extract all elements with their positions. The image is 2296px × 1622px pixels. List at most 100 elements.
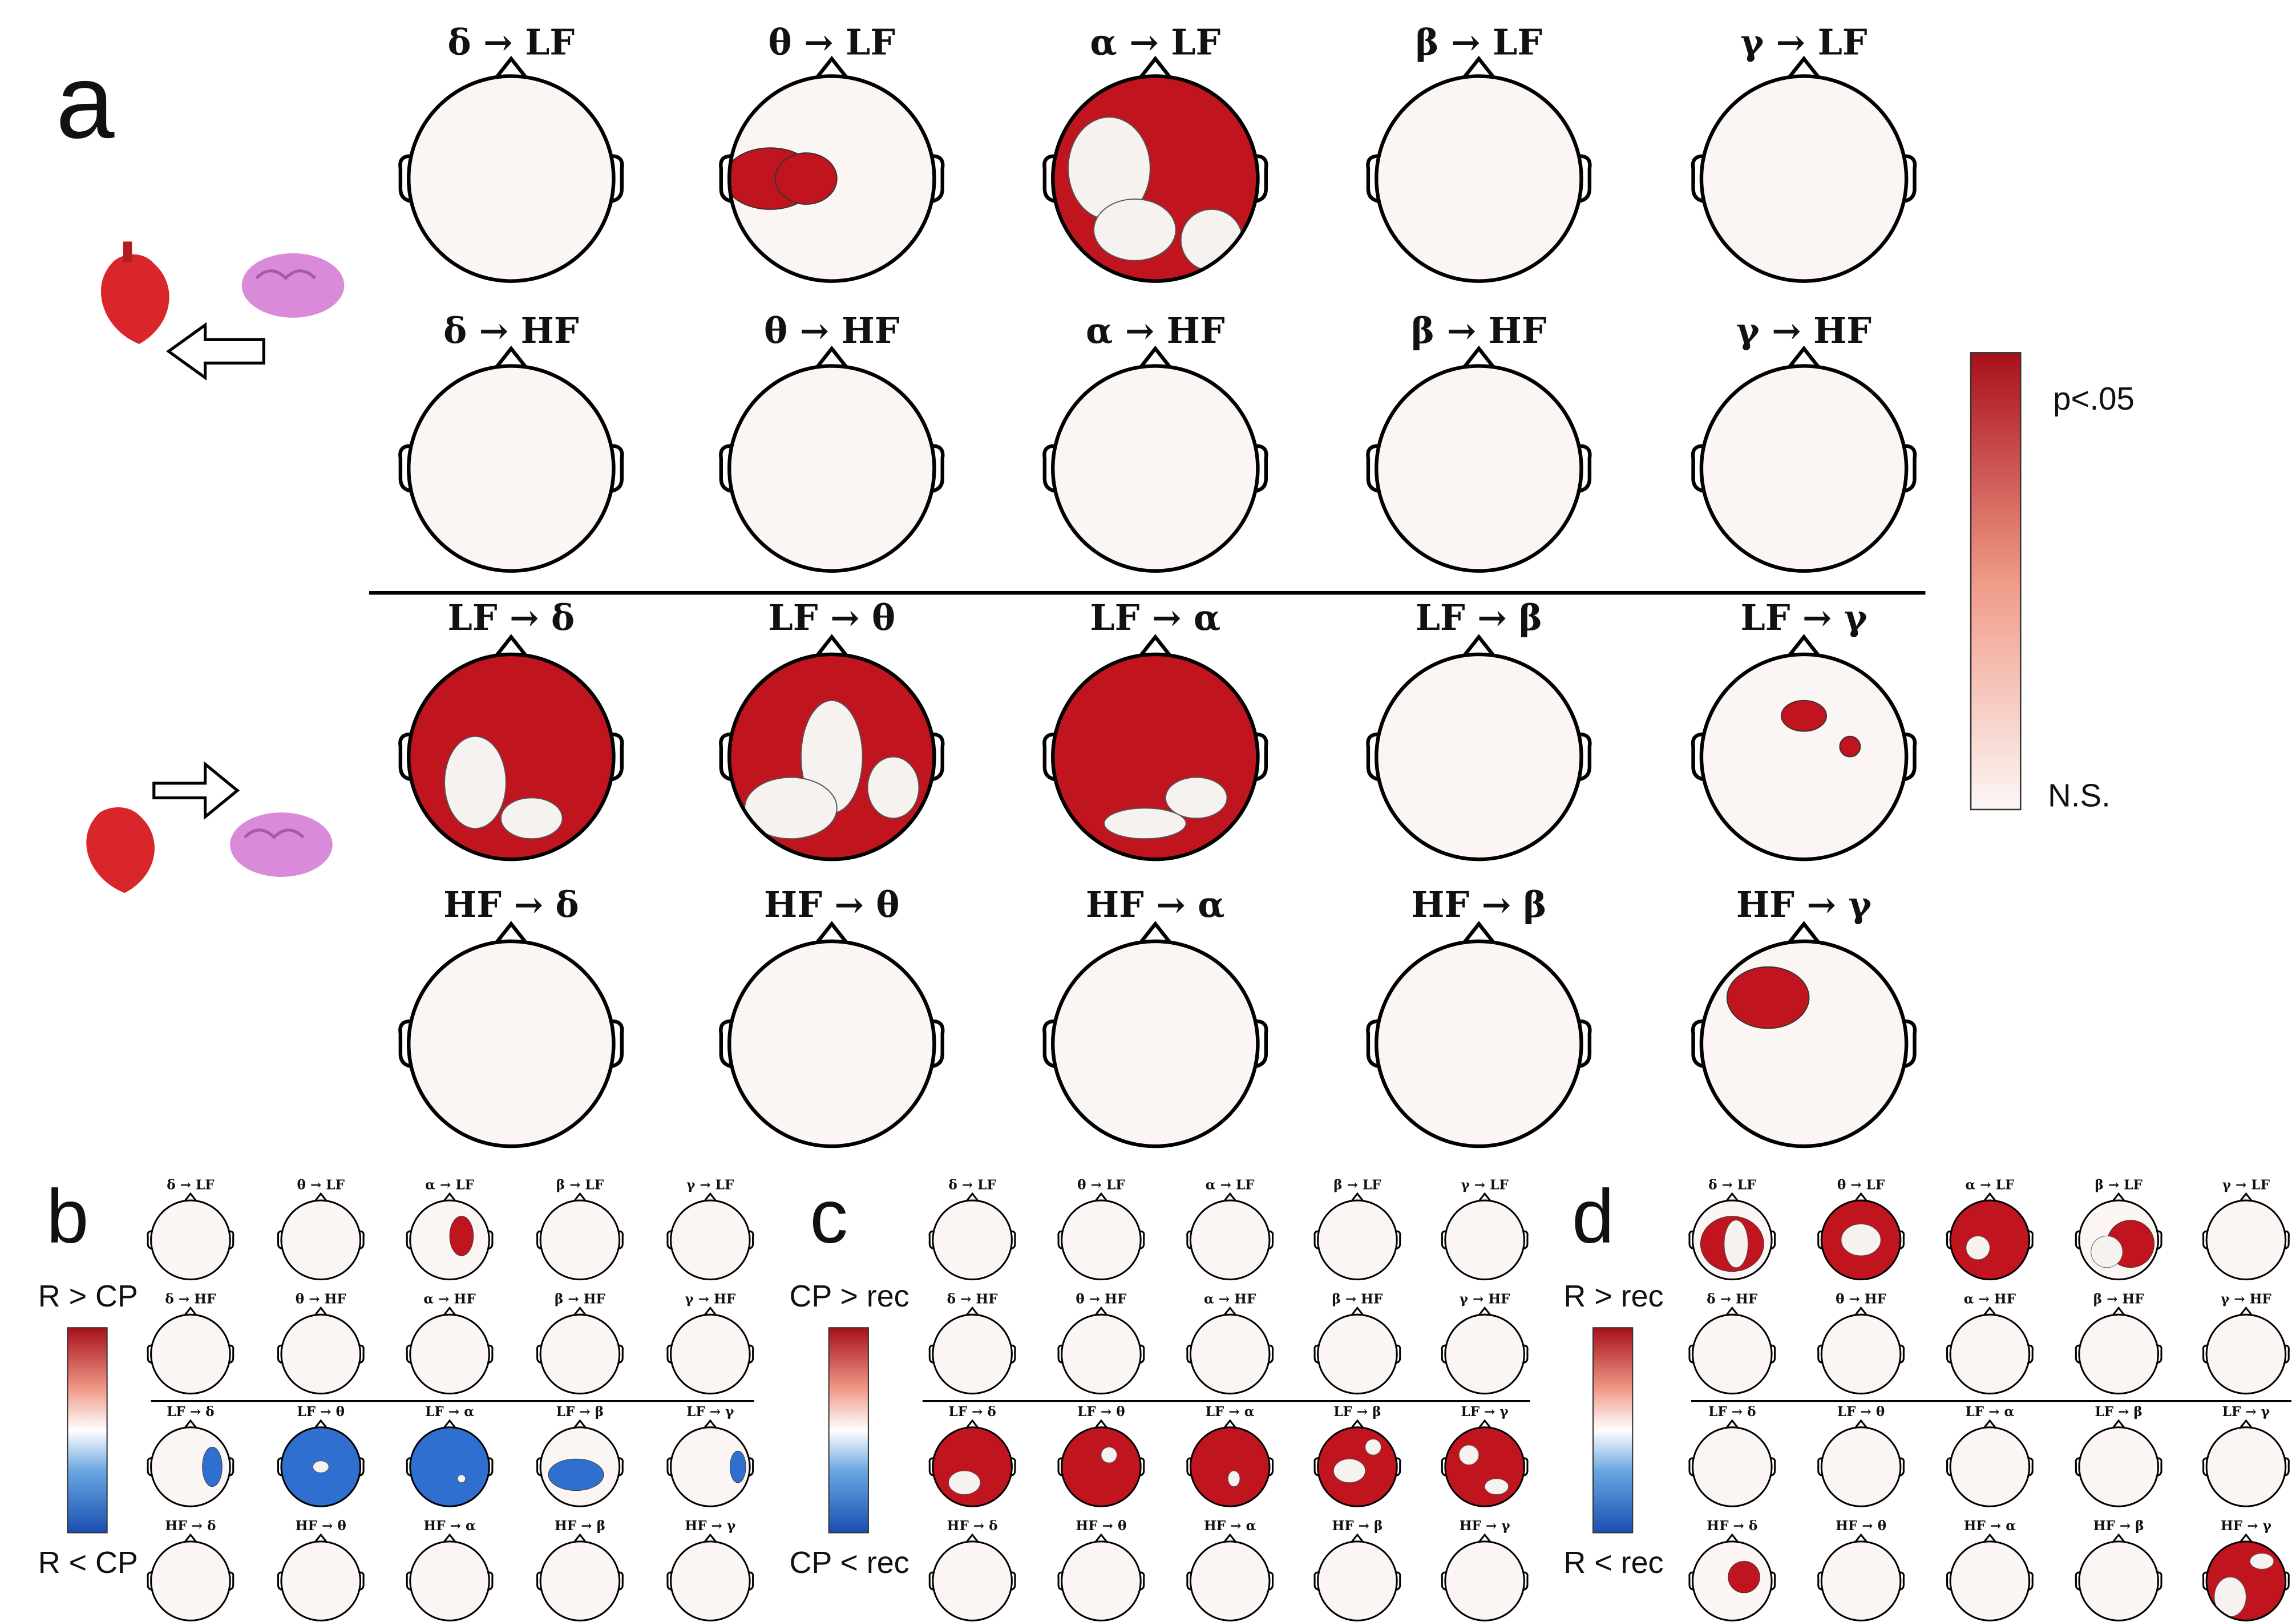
non-significant-area bbox=[1484, 1478, 1509, 1495]
colorbar bbox=[67, 1327, 108, 1534]
non-significant-area bbox=[948, 1470, 981, 1495]
head-map bbox=[719, 634, 945, 861]
head-outline bbox=[1699, 652, 1909, 861]
head-map bbox=[666, 1192, 754, 1281]
map-title: LF → β bbox=[1416, 597, 1542, 638]
head-nose bbox=[2112, 1419, 2125, 1429]
head-outline bbox=[1821, 1541, 1901, 1621]
head-outline bbox=[150, 1313, 231, 1395]
map-title: LF → γ bbox=[1740, 597, 1867, 638]
activation-blob bbox=[729, 1450, 746, 1483]
head-nose bbox=[1983, 1306, 1996, 1316]
head-outline bbox=[150, 1540, 231, 1621]
map-title: θ → HF bbox=[764, 310, 899, 351]
head-nose bbox=[2239, 1419, 2253, 1429]
head-outline bbox=[1445, 1314, 1525, 1394]
head-nose bbox=[184, 1306, 197, 1316]
activation-blob bbox=[1781, 699, 1827, 732]
head-outline bbox=[150, 1426, 231, 1507]
head-nose bbox=[965, 1306, 979, 1316]
panel-letter: c bbox=[810, 1174, 848, 1259]
head-map bbox=[1057, 1419, 1145, 1507]
head-map bbox=[1366, 634, 1592, 861]
map-title: δ → HF bbox=[165, 1292, 216, 1307]
head-outline bbox=[2078, 1426, 2159, 1507]
head-nose bbox=[1787, 921, 1821, 945]
map-title: δ → HF bbox=[947, 1292, 999, 1307]
head-outline bbox=[1061, 1426, 1142, 1507]
head-nose bbox=[1462, 634, 1496, 658]
head-nose bbox=[1351, 1192, 1364, 1202]
head-outline bbox=[409, 366, 614, 571]
activation-blob bbox=[449, 1216, 474, 1256]
map-title: α → LF bbox=[425, 1177, 474, 1192]
head-outline bbox=[1950, 1314, 2030, 1394]
map-title: β → HF bbox=[555, 1292, 606, 1307]
map-title: LF → δ bbox=[448, 597, 575, 638]
activation bbox=[2091, 1220, 2154, 1268]
head-outline bbox=[410, 1314, 490, 1394]
head-map bbox=[1946, 1192, 2034, 1281]
head-outline bbox=[1949, 1426, 2031, 1507]
head-map bbox=[277, 1306, 365, 1395]
non-significant-area bbox=[312, 1461, 329, 1473]
head-map bbox=[147, 1533, 235, 1621]
non-significant-area bbox=[867, 756, 920, 819]
colorbar-label: N.S. bbox=[2048, 777, 2111, 813]
head-nose bbox=[1787, 634, 1821, 658]
map-title: δ → HF bbox=[443, 310, 579, 351]
head-nose bbox=[1094, 1192, 1108, 1202]
map-title: LF → β bbox=[1333, 1404, 1381, 1419]
head-nose bbox=[443, 1306, 456, 1316]
head-map bbox=[2202, 1192, 2290, 1281]
head-nose bbox=[2112, 1533, 2125, 1543]
head-outline bbox=[1061, 1540, 1142, 1621]
activation-blob bbox=[1839, 735, 1861, 758]
head-outline bbox=[539, 1426, 621, 1507]
non-significant-area bbox=[444, 735, 507, 830]
head-nose bbox=[1138, 921, 1173, 945]
head-nose bbox=[184, 1533, 197, 1543]
activation-blob bbox=[775, 152, 838, 205]
head-map bbox=[1817, 1306, 1905, 1395]
head-map bbox=[1441, 1306, 1529, 1395]
activation-blob bbox=[1190, 1427, 1270, 1507]
panel-letter: d bbox=[1572, 1174, 1614, 1259]
colorbar-label: R > CP bbox=[38, 1279, 138, 1313]
head-outline bbox=[1949, 1199, 2031, 1281]
head-nose bbox=[815, 634, 849, 658]
head-map bbox=[666, 1306, 754, 1395]
map-title: γ → HF bbox=[1736, 310, 1871, 351]
head-nose bbox=[1787, 345, 1821, 370]
head-nose bbox=[1094, 1306, 1108, 1316]
head-nose bbox=[1351, 1419, 1364, 1429]
head-outline bbox=[1061, 1314, 1141, 1394]
head-outline bbox=[1444, 1199, 1525, 1281]
head-outline bbox=[1051, 74, 1260, 283]
head-outline bbox=[1317, 1314, 1397, 1394]
head-outline bbox=[1317, 1541, 1397, 1621]
head-outline bbox=[727, 939, 936, 1148]
head-outline bbox=[669, 1426, 751, 1507]
map-title: γ → LF bbox=[2222, 1177, 2270, 1192]
head-nose bbox=[1478, 1419, 1491, 1429]
head-outline bbox=[2206, 1314, 2286, 1394]
head-nose bbox=[1462, 55, 1496, 80]
head-map bbox=[536, 1533, 624, 1621]
map-title: HF → δ bbox=[443, 884, 579, 925]
map-title: LF → θ bbox=[297, 1404, 345, 1419]
non-significant-area bbox=[1165, 776, 1228, 819]
head-nose bbox=[494, 55, 528, 80]
map-title: HF → θ bbox=[1836, 1518, 1886, 1534]
colorbar-label: CP < rec bbox=[790, 1546, 909, 1580]
head-nose bbox=[1983, 1192, 1996, 1202]
non-significant-area bbox=[1333, 1458, 1366, 1483]
map-title: δ → LF bbox=[1708, 1177, 1756, 1192]
head-nose bbox=[1983, 1533, 1996, 1543]
head-outline bbox=[670, 1200, 750, 1280]
head-outline bbox=[2205, 1426, 2287, 1507]
head-outline bbox=[1699, 364, 1909, 573]
head-outline bbox=[281, 1314, 361, 1394]
colorbar-label: R < CP bbox=[38, 1546, 138, 1580]
